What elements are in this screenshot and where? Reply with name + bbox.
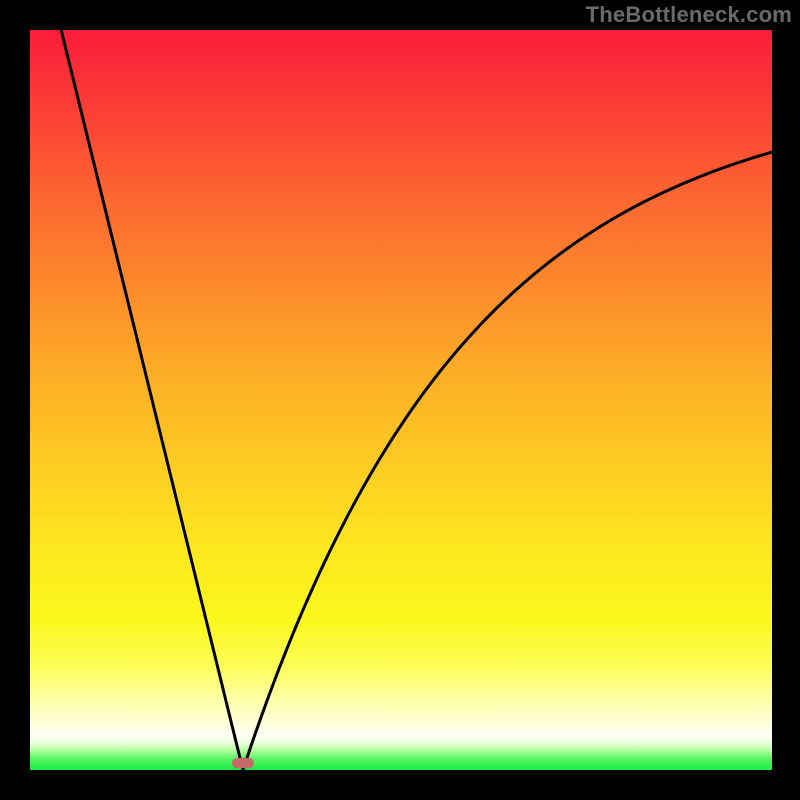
plot-area — [30, 30, 772, 770]
chart-frame: TheBottleneck.com — [0, 0, 800, 800]
watermark-text: TheBottleneck.com — [586, 2, 792, 28]
bottleneck-curve — [30, 30, 772, 770]
minimum-marker — [232, 758, 254, 768]
